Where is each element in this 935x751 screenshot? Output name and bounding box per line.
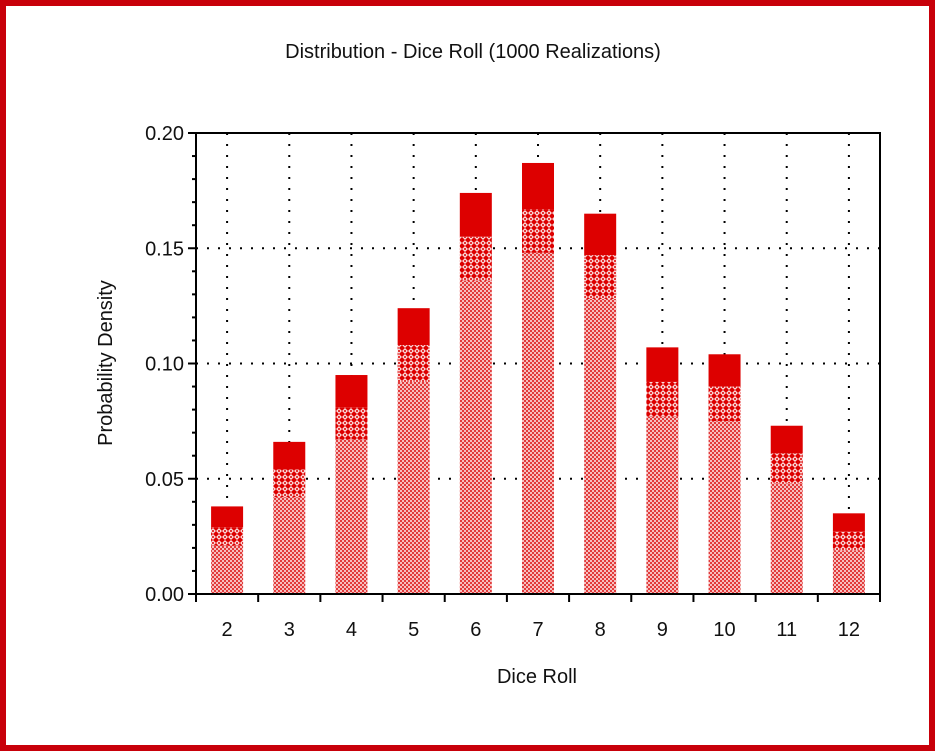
bar-lower-6	[459, 280, 492, 594]
x-tick-label: 5	[408, 619, 419, 641]
bar-band-6	[459, 236, 492, 281]
y-tick-label: 0.15	[145, 238, 184, 260]
bar-top-12	[832, 513, 865, 532]
y-tick-label: 0.20	[145, 123, 184, 145]
x-tick-label: 2	[222, 619, 233, 641]
bar-band-4	[335, 407, 368, 440]
bar-top-7	[522, 162, 554, 210]
bar-lower-3	[273, 497, 306, 594]
bar-band-7	[522, 209, 554, 253]
x-tick-label: 9	[657, 619, 668, 641]
bar-top-6	[459, 192, 492, 237]
bar-lower-4	[335, 439, 368, 594]
bar-top-9	[646, 347, 679, 382]
bar-top-2	[211, 506, 244, 528]
bar-band-8	[584, 255, 617, 299]
x-tick-label: 4	[346, 619, 357, 641]
y-tick-label: 0.10	[145, 354, 184, 376]
y-axis-label: Probability Density	[95, 280, 117, 446]
x-tick-label: 10	[713, 619, 735, 641]
x-tick-label: 12	[838, 619, 860, 641]
y-tick-label: 0.00	[145, 584, 184, 606]
bar-band-12	[832, 531, 865, 551]
bar-band-2	[211, 527, 244, 546]
x-tick-label: 6	[470, 619, 481, 641]
bar-lower-11	[770, 483, 803, 594]
bar-top-3	[273, 441, 306, 470]
chart-title: Distribution - Dice Roll (1000 Realizati…	[285, 41, 661, 63]
bar-lower-10	[708, 421, 741, 594]
bar-top-8	[584, 213, 617, 256]
bar-top-10	[708, 354, 741, 387]
y-tick-label: 0.05	[145, 469, 184, 491]
bar-lower-7	[522, 252, 554, 595]
bar-band-10	[708, 386, 741, 422]
bars	[211, 162, 865, 595]
bar-band-3	[273, 469, 306, 498]
bar-band-9	[646, 381, 679, 417]
bar-band-5	[397, 345, 430, 382]
bar-band-11	[770, 453, 803, 484]
x-tick-label: 8	[595, 619, 606, 641]
bar-top-11	[770, 425, 803, 454]
bar-top-4	[335, 375, 368, 408]
bar-lower-12	[832, 550, 865, 594]
x-tick-label: 11	[776, 619, 797, 641]
axes: 0.00 0.05 0.10 0.15 0.20 2 3 4 5 6 7 8 9 10 11 12	[145, 123, 881, 641]
x-axis-label: Dice Roll	[497, 666, 577, 688]
bar-top-5	[397, 308, 430, 346]
x-tick-label: 3	[284, 619, 295, 641]
x-tick-label: 7	[532, 619, 543, 641]
bar-lower-8	[584, 298, 617, 594]
bar-lower-9	[646, 416, 679, 594]
bar-lower-5	[397, 381, 430, 594]
bar-lower-2	[211, 545, 244, 594]
